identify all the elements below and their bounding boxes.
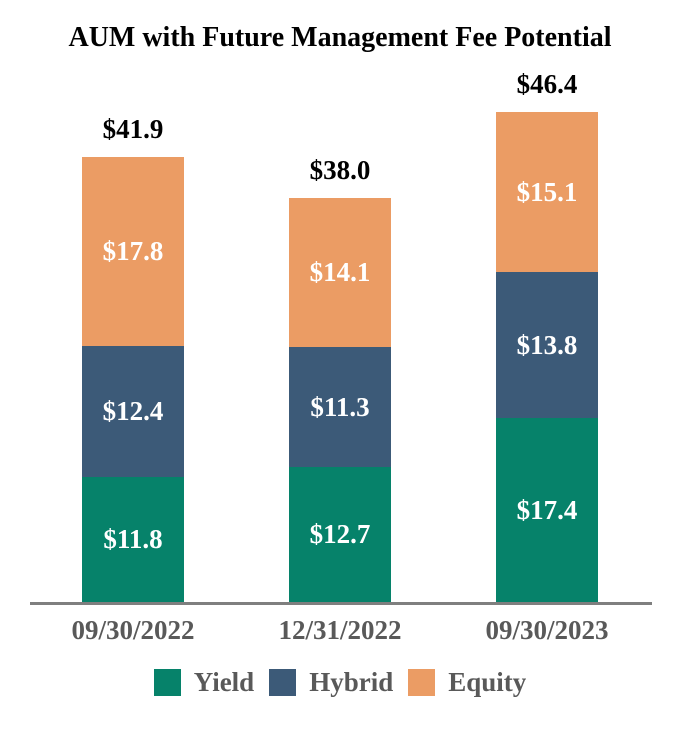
segment-value-label: $11.8	[103, 524, 163, 554]
segment-value-label: $15.1	[516, 176, 578, 207]
legend-label: Hybrid	[309, 667, 394, 697]
bar-09/30/2023: $17.4 $13.8 $15.1 $46.4	[496, 68, 598, 602]
bar-12/31/2022: $12.7 $11.3 $14.1 $38.0	[289, 154, 391, 602]
segment-value-label: $14.1	[309, 257, 371, 287]
legend-label: Yield	[193, 667, 255, 697]
legend-swatch-icon	[153, 669, 181, 696]
segment-value-label: $12.4	[102, 396, 164, 426]
bar-09/30/2022: $11.8 $12.4 $17.8 $41.9	[82, 113, 184, 602]
bar-segment-equity: $17.8	[82, 157, 184, 346]
x-axis-line	[30, 602, 652, 605]
legend-label: Equity	[448, 667, 527, 697]
bar-segment-yield: $11.8	[82, 477, 184, 602]
legend-swatch-icon	[269, 669, 297, 696]
legend-item-equity: Equity	[408, 669, 526, 696]
legend: Yield Hybrid Equity	[0, 669, 680, 696]
legend-item-hybrid: Hybrid	[269, 669, 393, 696]
bar-total-label: $38.0	[309, 154, 371, 185]
plot-area: $11.8 $12.4 $17.8 $41.9 09/30/2022 $12.7 $11.3…	[30, 68, 652, 645]
bar-segment-yield: $12.7	[289, 467, 391, 602]
bar-segment-hybrid: $13.8	[496, 272, 598, 418]
x-axis-label: 09/30/2023	[485, 615, 609, 645]
x-axis-label: 12/31/2022	[278, 615, 402, 645]
bar-segment-hybrid: $12.4	[82, 346, 184, 477]
bar-segment-yield: $17.4	[496, 418, 598, 602]
x-axis-label: 09/30/2022	[71, 615, 195, 645]
segment-value-label: $11.3	[310, 391, 370, 422]
bar-total-label: $46.4	[516, 68, 578, 99]
legend-swatch-icon	[408, 669, 436, 696]
bar-total-label: $41.9	[102, 113, 164, 144]
segment-value-label: $13.8	[516, 329, 578, 360]
legend-item-yield: Yield	[153, 667, 255, 697]
segment-value-label: $17.8	[102, 236, 164, 266]
bar-segment-equity: $14.1	[289, 198, 391, 347]
bar-segment-equity: $15.1	[496, 112, 598, 272]
segment-value-label: $12.7	[309, 519, 371, 549]
segment-value-label: $17.4	[516, 494, 578, 525]
chart-title: AUM with Future Management Fee Potential	[68, 22, 612, 53]
bar-segment-hybrid: $11.3	[289, 347, 391, 467]
